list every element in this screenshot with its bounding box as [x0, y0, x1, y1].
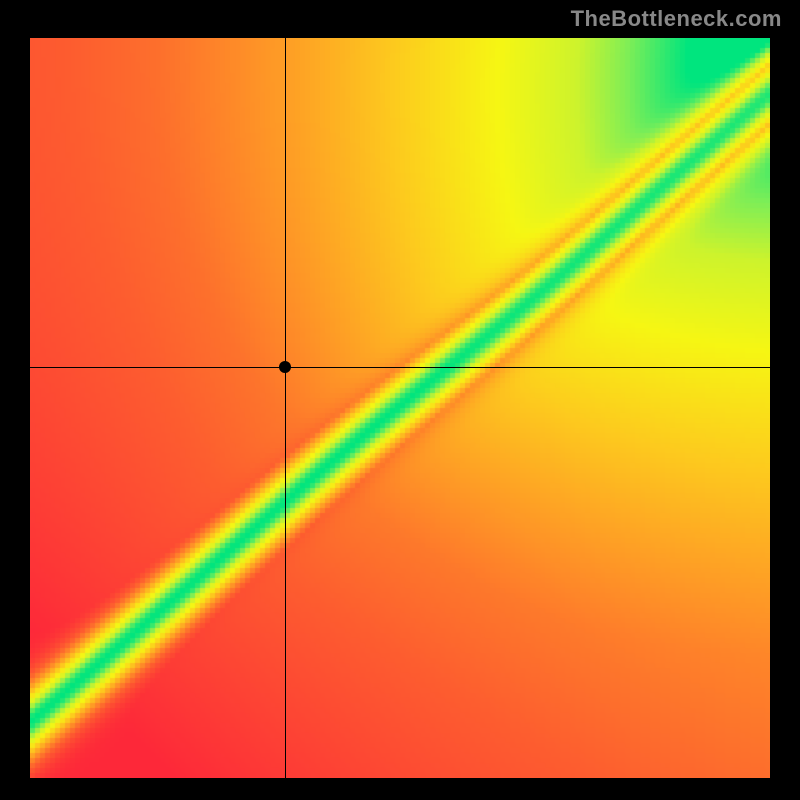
watermark-text: TheBottleneck.com	[571, 6, 782, 32]
plot-area	[30, 38, 770, 778]
heatmap-canvas	[30, 38, 770, 778]
crosshair-vertical	[285, 38, 286, 778]
crosshair-horizontal	[30, 367, 770, 368]
crosshair-point	[279, 361, 291, 373]
chart-container: TheBottleneck.com	[0, 0, 800, 800]
